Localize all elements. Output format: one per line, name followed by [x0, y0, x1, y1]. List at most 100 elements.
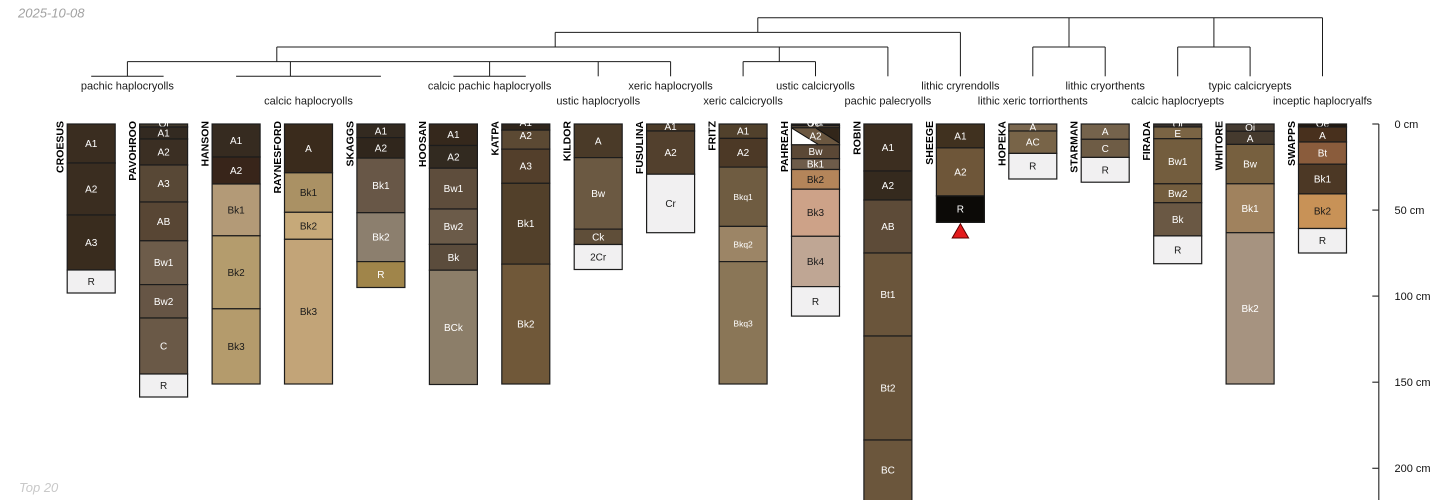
svg-text:Ck: Ck [592, 232, 605, 243]
svg-text:C: C [1102, 144, 1109, 155]
svg-text:KATPA: KATPA [489, 121, 501, 156]
svg-text:Bk1: Bk1 [300, 188, 318, 199]
svg-text:R: R [957, 205, 964, 216]
svg-text:FUSULINA: FUSULINA [634, 121, 646, 174]
svg-text:Bw: Bw [591, 189, 606, 200]
svg-text:A2: A2 [954, 167, 967, 178]
svg-text:xeric haplocryolls: xeric haplocryolls [628, 81, 713, 93]
svg-text:FRITZ: FRITZ [707, 120, 719, 150]
svg-text:A2: A2 [882, 181, 895, 192]
svg-text:A1: A1 [447, 130, 460, 141]
svg-text:Bk4: Bk4 [807, 257, 825, 268]
svg-text:Oi: Oi [1173, 120, 1183, 131]
svg-text:A1: A1 [230, 136, 243, 147]
svg-text:calcic pachic haplocryolls: calcic pachic haplocryolls [428, 81, 552, 93]
svg-text:Bt: Bt [1318, 149, 1328, 160]
svg-text:Bt1: Bt1 [880, 290, 895, 301]
svg-text:A1: A1 [811, 118, 824, 129]
svg-text:Bk2: Bk2 [1314, 207, 1332, 218]
svg-text:Bw: Bw [1243, 160, 1258, 171]
svg-text:Bw2: Bw2 [154, 297, 174, 308]
svg-text:Bk1: Bk1 [372, 181, 390, 192]
svg-text:A1: A1 [375, 126, 388, 137]
svg-text:AC: AC [1026, 138, 1040, 149]
svg-text:A2: A2 [520, 131, 533, 142]
svg-text:pachic palecryolls: pachic palecryolls [844, 95, 931, 107]
svg-text:Bk3: Bk3 [807, 208, 825, 219]
svg-text:Bk2: Bk2 [300, 221, 318, 232]
svg-text:Bk: Bk [1172, 215, 1185, 226]
svg-text:Bk3: Bk3 [300, 307, 318, 318]
svg-text:Bk1: Bk1 [227, 205, 245, 216]
svg-text:A2: A2 [230, 166, 243, 177]
svg-text:R: R [1029, 162, 1036, 173]
svg-text:A3: A3 [157, 179, 170, 190]
svg-text:A1: A1 [664, 122, 677, 133]
svg-text:BC: BC [881, 466, 895, 477]
svg-text:Oe: Oe [807, 119, 821, 130]
svg-text:R: R [88, 277, 95, 288]
svg-text:Bw2: Bw2 [1168, 189, 1188, 200]
svg-text:Bk3: Bk3 [227, 342, 245, 353]
svg-text:50 cm: 50 cm [1395, 205, 1425, 217]
svg-text:A1: A1 [737, 127, 750, 138]
svg-text:A1: A1 [157, 129, 170, 140]
svg-text:A2: A2 [809, 132, 822, 143]
svg-text:Bkq3: Bkq3 [733, 318, 753, 328]
svg-text:Bkq2: Bkq2 [733, 240, 753, 250]
svg-text:Cr: Cr [665, 199, 676, 210]
svg-text:ustic calcicryolls: ustic calcicryolls [776, 81, 855, 93]
svg-text:Bw: Bw [809, 147, 824, 158]
svg-text:A: A [305, 144, 312, 155]
svg-text:A: A [1319, 131, 1326, 142]
svg-text:Bw1: Bw1 [154, 258, 174, 269]
svg-text:Bw1: Bw1 [1168, 157, 1188, 168]
svg-text:Bw2: Bw2 [444, 222, 464, 233]
svg-text:HANSON: HANSON [200, 121, 212, 167]
svg-text:A: A [1247, 134, 1254, 145]
svg-text:R: R [812, 297, 819, 308]
svg-text:2025-10-08: 2025-10-08 [17, 6, 85, 21]
svg-text:200 cm: 200 cm [1395, 463, 1431, 475]
svg-text:Bt2: Bt2 [880, 384, 895, 395]
svg-text:KILDOR: KILDOR [562, 121, 574, 162]
svg-text:Oi: Oi [1245, 123, 1255, 134]
svg-text:Bk1: Bk1 [1241, 204, 1259, 215]
svg-text:A3: A3 [520, 162, 533, 173]
svg-text:C: C [160, 342, 167, 353]
svg-text:Oi: Oi [159, 119, 169, 130]
svg-text:RAYNESFORD: RAYNESFORD [272, 121, 284, 194]
svg-text:calcic haplocryepts: calcic haplocryepts [1131, 95, 1224, 107]
svg-text:Bk2: Bk2 [807, 175, 825, 186]
svg-text:A2: A2 [85, 185, 98, 196]
svg-text:Bk1: Bk1 [517, 219, 535, 230]
svg-text:A2: A2 [664, 148, 677, 159]
svg-text:Bk2: Bk2 [227, 268, 245, 279]
svg-text:lithic xeric torriorthents: lithic xeric torriorthents [978, 95, 1089, 107]
svg-text:A2: A2 [375, 143, 388, 154]
svg-text:PAVOHROO: PAVOHROO [127, 121, 139, 181]
svg-text:CROESUS: CROESUS [55, 121, 67, 173]
svg-text:Top 20: Top 20 [19, 480, 59, 495]
svg-text:A3: A3 [85, 238, 98, 249]
svg-text:HOPEKA: HOPEKA [996, 121, 1008, 166]
svg-text:Bk: Bk [448, 253, 461, 264]
svg-text:100 cm: 100 cm [1395, 291, 1431, 303]
svg-text:PAHREAH: PAHREAH [779, 121, 791, 172]
svg-text:R: R [1319, 236, 1326, 247]
svg-text:0 cm: 0 cm [1395, 119, 1419, 131]
svg-text:typic calcicryepts: typic calcicryepts [1209, 81, 1293, 93]
svg-text:ROBIN: ROBIN [851, 121, 863, 155]
svg-text:WHITORE: WHITORE [1214, 121, 1226, 170]
svg-text:ustic haplocryolls: ustic haplocryolls [556, 95, 640, 107]
svg-text:R: R [377, 270, 384, 281]
svg-text:Bk2: Bk2 [1241, 304, 1259, 315]
svg-text:BCk: BCk [444, 323, 464, 334]
svg-text:HOOSAN: HOOSAN [417, 121, 429, 167]
svg-text:inceptic haplocryalfs: inceptic haplocryalfs [1273, 95, 1373, 107]
svg-text:2Cr: 2Cr [590, 253, 607, 264]
svg-text:A2: A2 [157, 148, 170, 159]
svg-text:AB: AB [881, 222, 895, 233]
svg-text:pachic haplocryolls: pachic haplocryolls [81, 81, 174, 93]
svg-text:AB: AB [157, 217, 171, 228]
